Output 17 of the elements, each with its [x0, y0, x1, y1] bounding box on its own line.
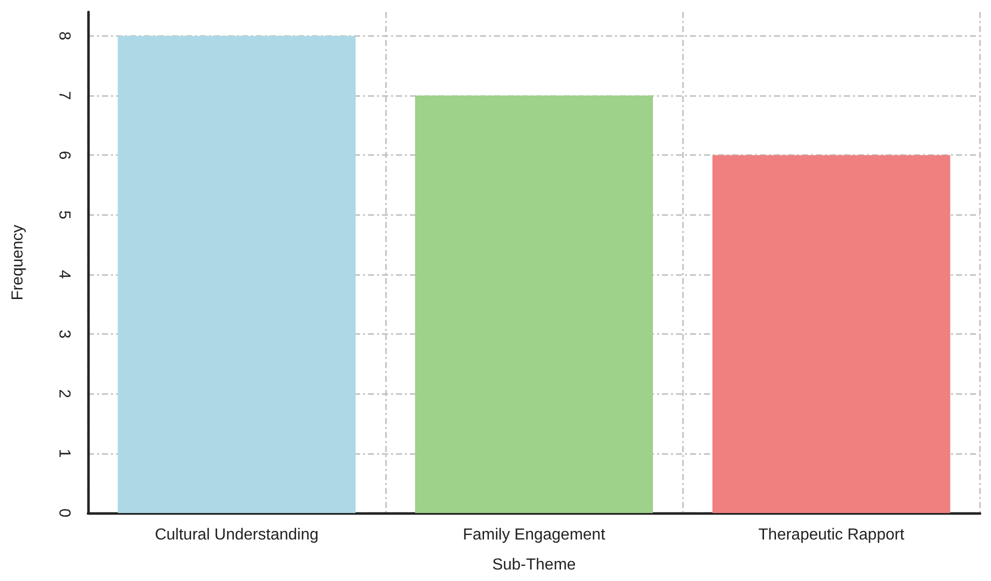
- y-tick-label: 6: [56, 150, 72, 160]
- bar: [712, 155, 950, 513]
- y-tick-label: 7: [56, 91, 72, 100]
- y-tick-label: 8: [56, 31, 72, 40]
- x-axis-title: Sub-Theme: [492, 556, 576, 574]
- y-tick-label: 5: [56, 210, 72, 220]
- x-tick-label: Cultural Understanding: [154, 526, 318, 544]
- y-tick-label: 1: [56, 448, 72, 458]
- y-tick-label: 3: [56, 330, 72, 339]
- bar: [118, 36, 356, 513]
- y-tick-label: 0: [56, 508, 72, 518]
- x-tick-label: Family Engagement: [462, 526, 606, 544]
- y-tick-label: 2: [56, 389, 72, 398]
- y-tick-label: 4: [56, 270, 72, 279]
- x-tick-label: Therapeutic Rapport: [758, 526, 905, 544]
- y-axis-title: Frequency: [10, 224, 26, 300]
- bar: [415, 96, 653, 513]
